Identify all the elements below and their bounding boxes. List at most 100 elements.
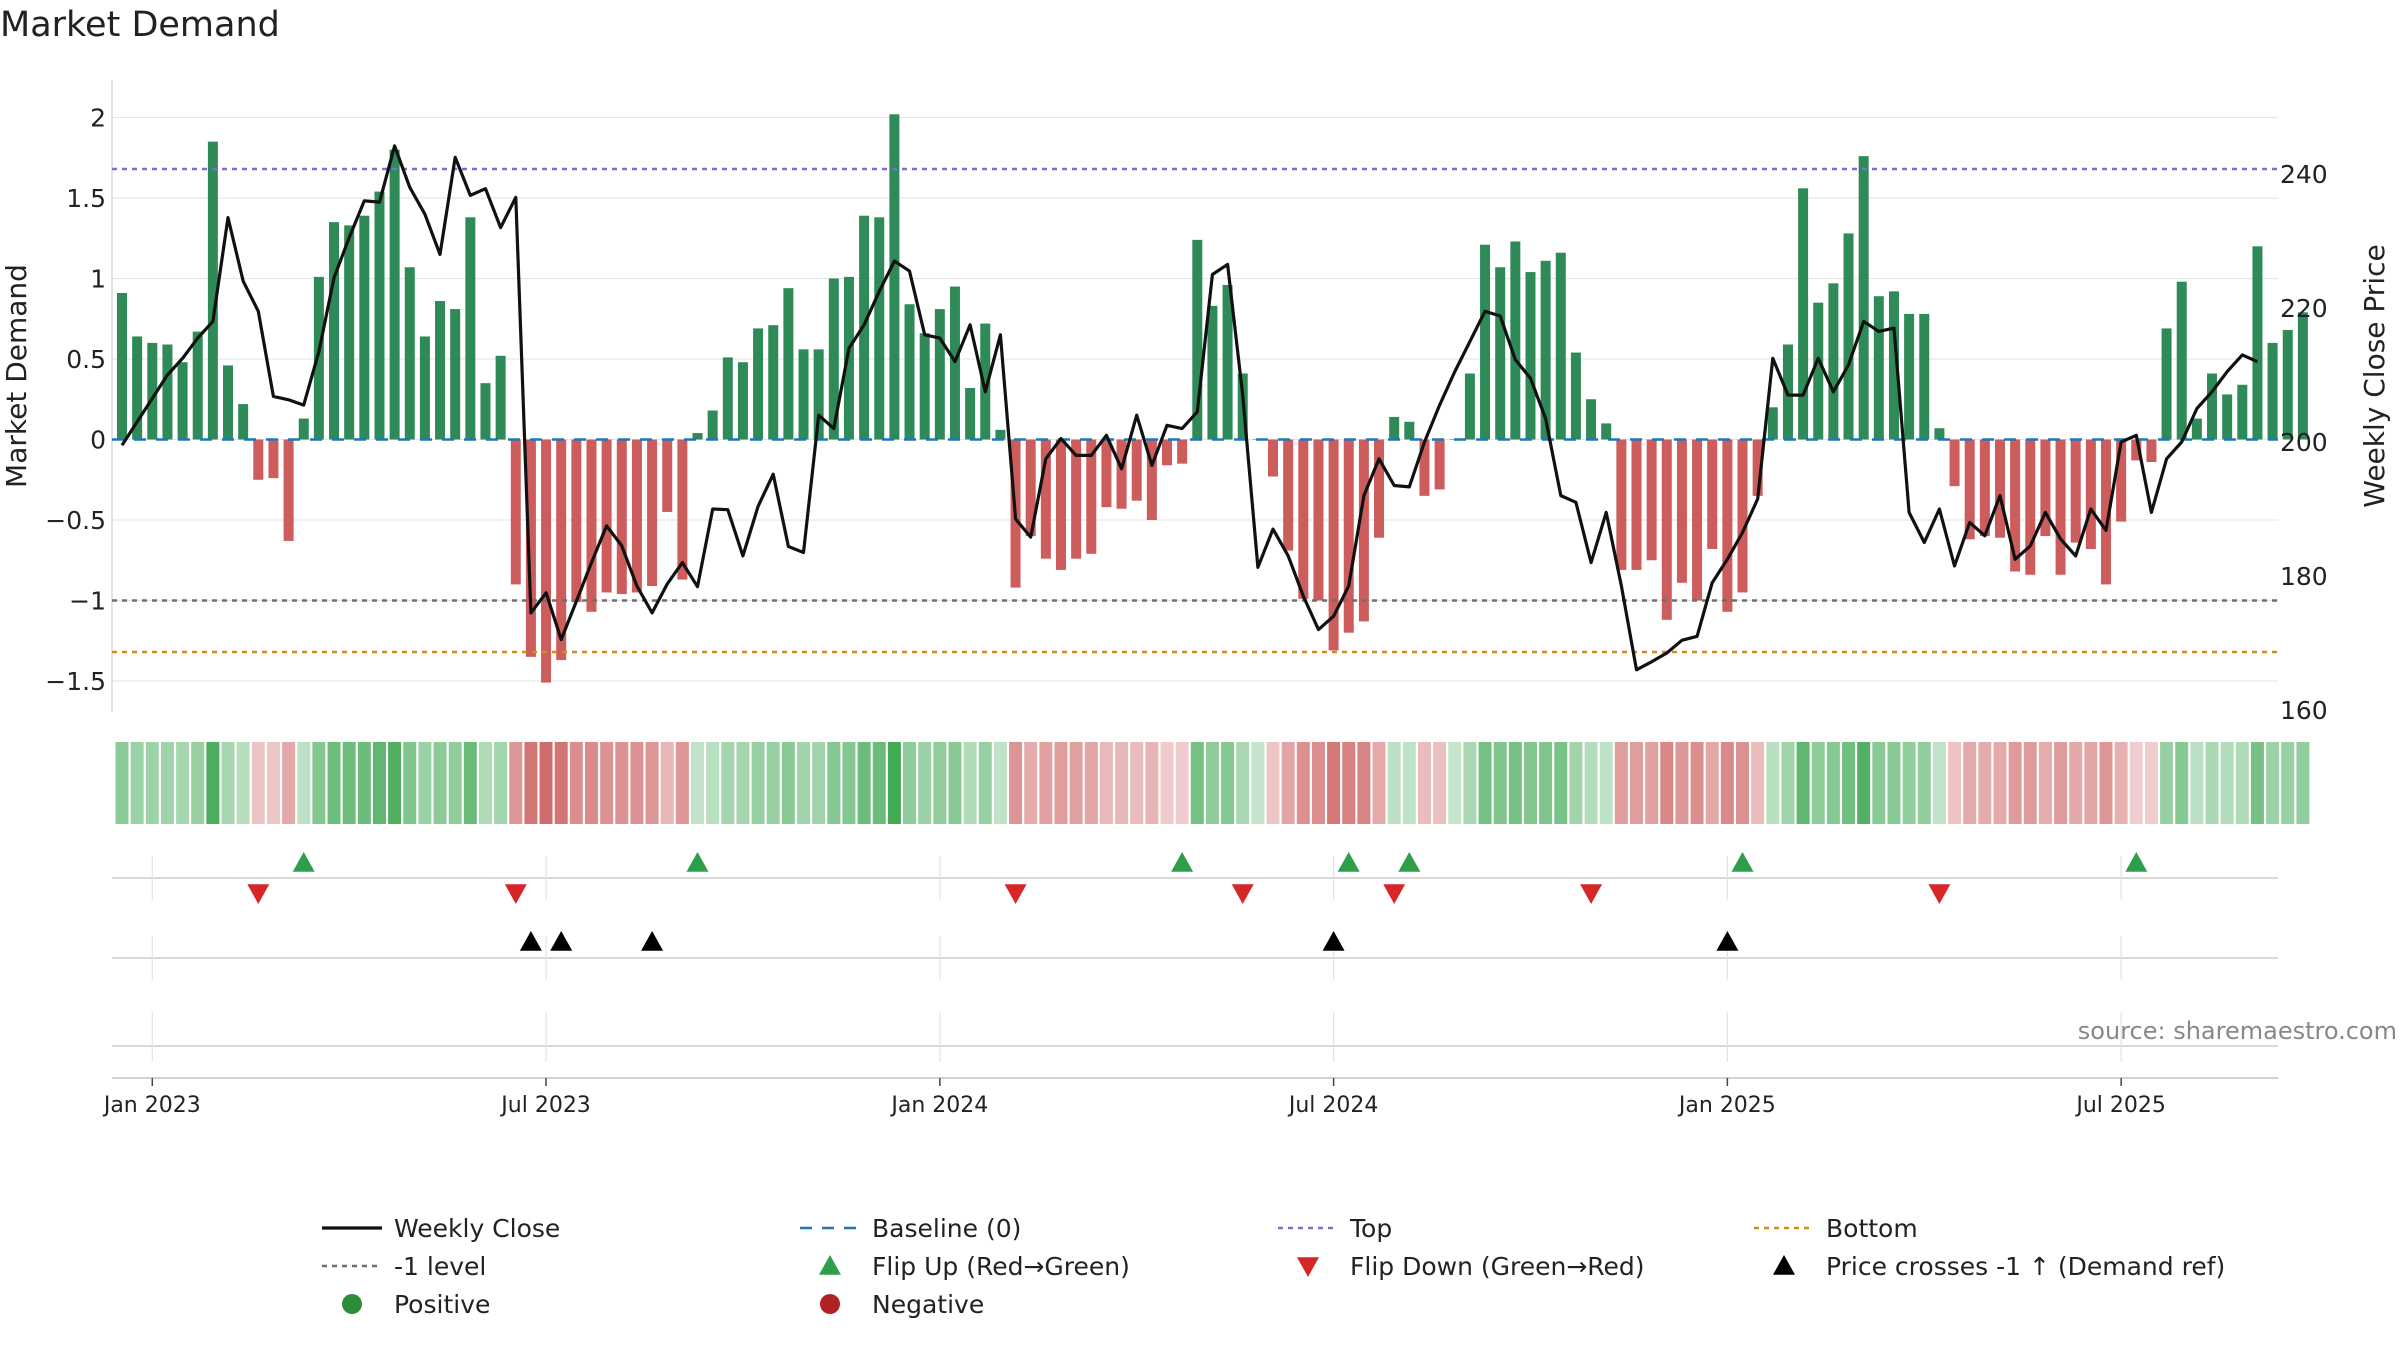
demand-bar	[2025, 439, 2036, 575]
demand-bar	[374, 191, 385, 440]
heat-cell	[1675, 742, 1689, 824]
heat-cell	[463, 742, 477, 824]
y-tick-left: −1.5	[45, 667, 106, 696]
legend: Weekly Close Baseline (0) Top Bottom -1 leve…	[322, 1214, 2225, 1319]
weekly-close-line-group	[120, 144, 2259, 672]
legend-label: Negative	[872, 1290, 984, 1319]
demand-bar	[874, 217, 885, 440]
demand-bar	[480, 383, 491, 440]
demand-bar	[238, 404, 249, 440]
demand-bar	[2252, 246, 2263, 440]
demand-bar	[268, 439, 279, 479]
heat-cell	[842, 742, 856, 824]
demand-bar	[692, 433, 703, 440]
demand-bar	[1343, 439, 1354, 633]
heat-cell	[1948, 742, 1962, 824]
demand-bar	[541, 439, 552, 683]
demand-bar	[1313, 439, 1324, 601]
axis-ticks: 2 1.5 1 0.5 0 −0.5 −1 −1.5 240 220 200 180 160 Jan 20…	[45, 104, 2327, 1119]
demand-bar	[2237, 384, 2248, 440]
demand-bar	[1646, 439, 1657, 561]
heat-cell	[1190, 742, 1204, 824]
demand-bar	[1904, 313, 1915, 440]
demand-bar	[253, 439, 264, 480]
demand-bar	[419, 336, 430, 440]
demand-bar	[768, 325, 779, 440]
heat-cell	[1069, 742, 1083, 824]
legend-label: Positive	[394, 1290, 490, 1319]
heat-cell	[478, 742, 492, 824]
heat-cell	[600, 742, 614, 824]
demand-bar	[2176, 281, 2187, 440]
demand-bar	[1419, 439, 1430, 496]
demand-bar	[1949, 439, 1960, 487]
heat-cell	[2114, 742, 2128, 824]
demand-bar	[1207, 305, 1218, 440]
x-tick-label: Jan 2024	[889, 1093, 988, 1118]
heat-cell	[872, 742, 886, 824]
demand-bar	[798, 349, 809, 440]
x-tick-label: Jul 2024	[1287, 1093, 1379, 1118]
demand-bar	[207, 141, 218, 440]
demand-bar	[313, 276, 324, 440]
heat-cell	[418, 742, 432, 824]
legend-swatch	[820, 1294, 840, 1314]
y-tick-left: 0	[90, 426, 106, 455]
heat-cell	[1705, 742, 1719, 824]
source-text: source: sharemaestro.com	[2078, 1017, 2397, 1045]
heat-cell	[1084, 742, 1098, 824]
demand-bar	[1737, 439, 1748, 593]
demand-bar	[1328, 439, 1339, 651]
demand-bar	[1631, 439, 1642, 570]
heat-cell	[1584, 742, 1598, 824]
demand-bar	[117, 292, 127, 440]
heat-cell	[1720, 742, 1734, 824]
heat-cell	[251, 742, 265, 824]
heat-cell	[1357, 742, 1371, 824]
demand-bar	[1040, 439, 1051, 559]
heat-cell	[1009, 742, 1023, 824]
heat-cell	[645, 742, 659, 824]
demand-bar	[1570, 352, 1581, 440]
heat-cell	[797, 742, 811, 824]
heat-cell	[433, 742, 447, 824]
heat-cell	[1281, 742, 1295, 824]
heat-cell	[1054, 742, 1068, 824]
legend-label: -1 level	[394, 1252, 486, 1281]
heat-cell	[2129, 742, 2143, 824]
legend-label: Bottom	[1826, 1214, 1918, 1243]
demand-bar	[1434, 439, 1445, 490]
heat-cell	[1857, 742, 1871, 824]
heat-cell	[1311, 742, 1325, 824]
heat-cell	[1493, 742, 1507, 824]
demand-bar	[1510, 241, 1521, 440]
demand-bar	[1692, 439, 1703, 601]
demand-bar	[435, 301, 446, 440]
demand-bar	[1071, 439, 1082, 559]
heat-cell	[1887, 742, 1901, 824]
heat-cell	[539, 742, 553, 824]
heat-cell	[1205, 742, 1219, 824]
price-cross-marker	[1716, 931, 1739, 951]
demand-bar	[1934, 428, 1945, 440]
heat-cell	[1251, 742, 1265, 824]
heat-cell	[2190, 742, 2204, 824]
demand-bar	[1873, 296, 1884, 440]
gridlines	[111, 80, 2278, 1079]
heat-cell	[2250, 742, 2264, 824]
demand-bar	[1283, 439, 1294, 551]
flip-down-marker	[1928, 884, 1951, 904]
demand-bar	[1858, 156, 1869, 440]
heat-cell	[130, 742, 144, 824]
demand-bar	[1358, 439, 1369, 622]
demand-bar	[1586, 399, 1597, 440]
heat-cell	[857, 742, 871, 824]
heat-cell	[509, 742, 523, 824]
demand-bar	[1525, 272, 1536, 440]
demand-bar	[1767, 407, 1778, 440]
heat-cell	[372, 742, 386, 824]
heat-cell	[524, 742, 538, 824]
heat-cell	[2175, 742, 2189, 824]
heat-cell	[2220, 742, 2234, 824]
heat-cell	[1372, 742, 1386, 824]
